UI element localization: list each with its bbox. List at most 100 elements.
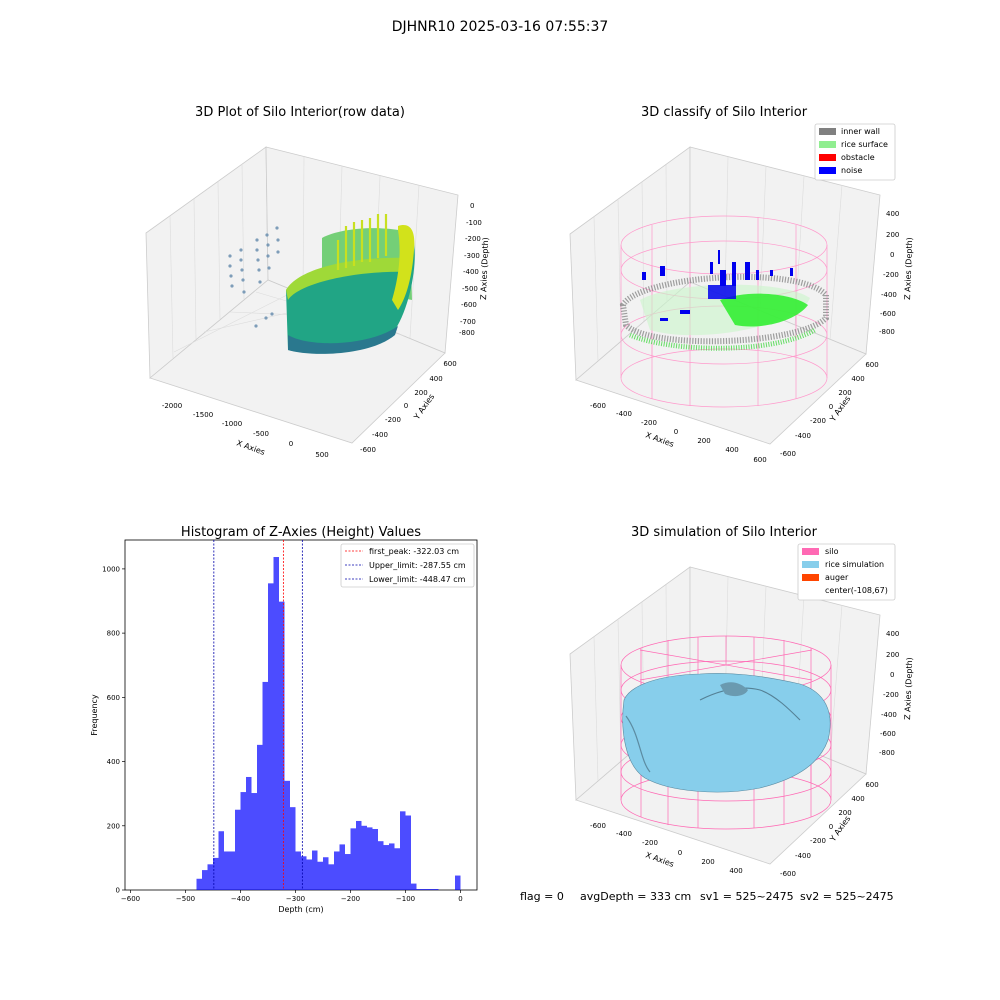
tick-label: 600 [753, 456, 766, 464]
tick-label: -200 [883, 691, 899, 699]
tick-label: 0 [678, 849, 682, 857]
sim-legend: silo rice simulation auger center(-108,6… [797, 543, 896, 601]
hist-ylabel: Frequency [90, 694, 99, 736]
hist-bar [361, 825, 367, 890]
hist-bar [422, 889, 428, 890]
tick-label: -200 [385, 416, 401, 424]
tick-label: 200 [838, 809, 851, 817]
tick-label: -400 [463, 268, 479, 276]
panel-simulation-3d: 3D simulation of Silo Interior [569, 525, 914, 878]
tick-label: -1500 [193, 411, 213, 419]
classify-rice-dense [720, 293, 808, 327]
tick-label: 0 [289, 440, 293, 448]
x-tick-label: −500 [176, 895, 195, 903]
hist-bar [284, 780, 290, 890]
tick-label: -800 [879, 328, 895, 336]
legend-swatch-auger [802, 574, 819, 581]
status-line: flag = 0 avgDepth = 333 cm sv1 = 525~247… [520, 890, 894, 903]
tick-label: -600 [461, 301, 477, 309]
tick-label: 0 [829, 823, 833, 831]
legend-label-center: center(-108,67) [825, 586, 888, 595]
raw-title: 3D Plot of Silo Interior(row data) [195, 105, 405, 120]
y-tick-label: 0 [116, 887, 120, 895]
classify-title: 3D classify of Silo Interior [641, 105, 808, 120]
y-tick-label: 600 [107, 694, 120, 702]
classify-legend: inner wall rice surface obstacle noise [814, 123, 896, 181]
legend-label-silo: silo [825, 547, 839, 556]
tick-label: -500 [462, 285, 478, 293]
hist-bar [312, 850, 318, 890]
hist-bar [433, 889, 439, 890]
tick-label: -600 [590, 822, 606, 830]
classify-x-ticks: -600 -400 -200 0 200 400 600 [590, 402, 767, 464]
raw-xlabel: X Axies [235, 438, 266, 457]
tick-label: 400 [886, 630, 899, 638]
raw-x-ticks: -2000 -1500 -1000 -500 0 500 [162, 402, 329, 459]
tick-label: -600 [880, 310, 896, 318]
tick-label: -200 [883, 271, 899, 279]
tick-label: 0 [674, 428, 678, 436]
legend-swatch-rice-surface [819, 141, 836, 148]
hist-bar [262, 681, 268, 890]
hist-bar [213, 857, 219, 890]
hist-bar [301, 856, 307, 890]
sim-title: 3D simulation of Silo Interior [631, 525, 818, 540]
hist-bar [389, 843, 395, 890]
hist-x-ticks: −600 −500 −400 −300 −200 −100 0 [121, 890, 463, 903]
tick-label: 200 [414, 389, 427, 397]
tick-label: -600 [880, 730, 896, 738]
classify-noise [642, 250, 793, 321]
classify-zlabel: Z Axies (Depth) [903, 237, 914, 300]
x-tick-label: −200 [341, 895, 360, 903]
y-tick-label: 800 [107, 630, 120, 638]
raw-y-ticks: 600 400 200 0 -200 -400 -600 [360, 360, 457, 454]
tick-label: -600 [780, 870, 796, 878]
legend-swatch-inner-wall [819, 128, 836, 135]
tick-label: -400 [881, 711, 897, 719]
tick-label: 400 [429, 375, 442, 383]
tick-label: -700 [460, 318, 476, 326]
tick-label: 500 [315, 451, 328, 459]
sim-rice-ridge [699, 687, 801, 721]
hist-bar [224, 851, 230, 890]
tick-label: -400 [616, 410, 632, 418]
tick-label: -300 [464, 252, 480, 260]
hist-bar [257, 744, 263, 890]
hist-bar [218, 831, 224, 890]
legend-label-first-peak: first_peak: -322.03 cm [369, 547, 459, 556]
hist-bar [235, 809, 241, 890]
sim-y-ticks: 600 400 200 0 -200 -400 -600 [780, 781, 879, 878]
tick-label: -400 [881, 291, 897, 299]
hist-bar [207, 864, 213, 890]
tick-label: 600 [443, 360, 456, 368]
hist-bar [196, 878, 202, 890]
legend-label-upper-limit: Upper_limit: -287.55 cm [369, 561, 466, 570]
sim-rice-surface [622, 673, 831, 793]
x-tick-label: −300 [286, 895, 305, 903]
hist-bar [323, 857, 329, 890]
legend-label-obstacle: obstacle [841, 153, 875, 162]
raw-wall-bottom [288, 326, 398, 354]
hist-bar [251, 793, 257, 890]
tick-label: 400 [886, 210, 899, 218]
hist-xlabel: Depth (cm) [278, 905, 323, 914]
sim-x-ticks: -600 -400 -200 0 200 400 [590, 822, 743, 875]
tick-label: 200 [838, 389, 851, 397]
raw-wall-top-band [286, 257, 410, 300]
legend-label-rice-surface: rice surface [841, 140, 888, 149]
hist-bar [345, 854, 351, 890]
tick-label: -500 [253, 430, 269, 438]
legend-swatch-obstacle [819, 154, 836, 161]
hist-bar [290, 807, 296, 890]
classify-xlabel: X Axies [644, 430, 675, 449]
y-tick-label: 200 [107, 822, 120, 830]
sim-xlabel: X Axies [644, 850, 675, 869]
classify-rice-front [629, 327, 817, 351]
hist-bar [372, 828, 378, 890]
panel-classify-3d: 3D classify of Silo Interior [569, 105, 914, 464]
hist-bar [246, 776, 252, 890]
hist-bars [196, 557, 461, 890]
tick-label: -1000 [222, 420, 242, 428]
x-tick-label: 0 [458, 895, 462, 903]
panel-raw-3d: 3D Plot of Silo Interior(row data) [145, 105, 490, 459]
